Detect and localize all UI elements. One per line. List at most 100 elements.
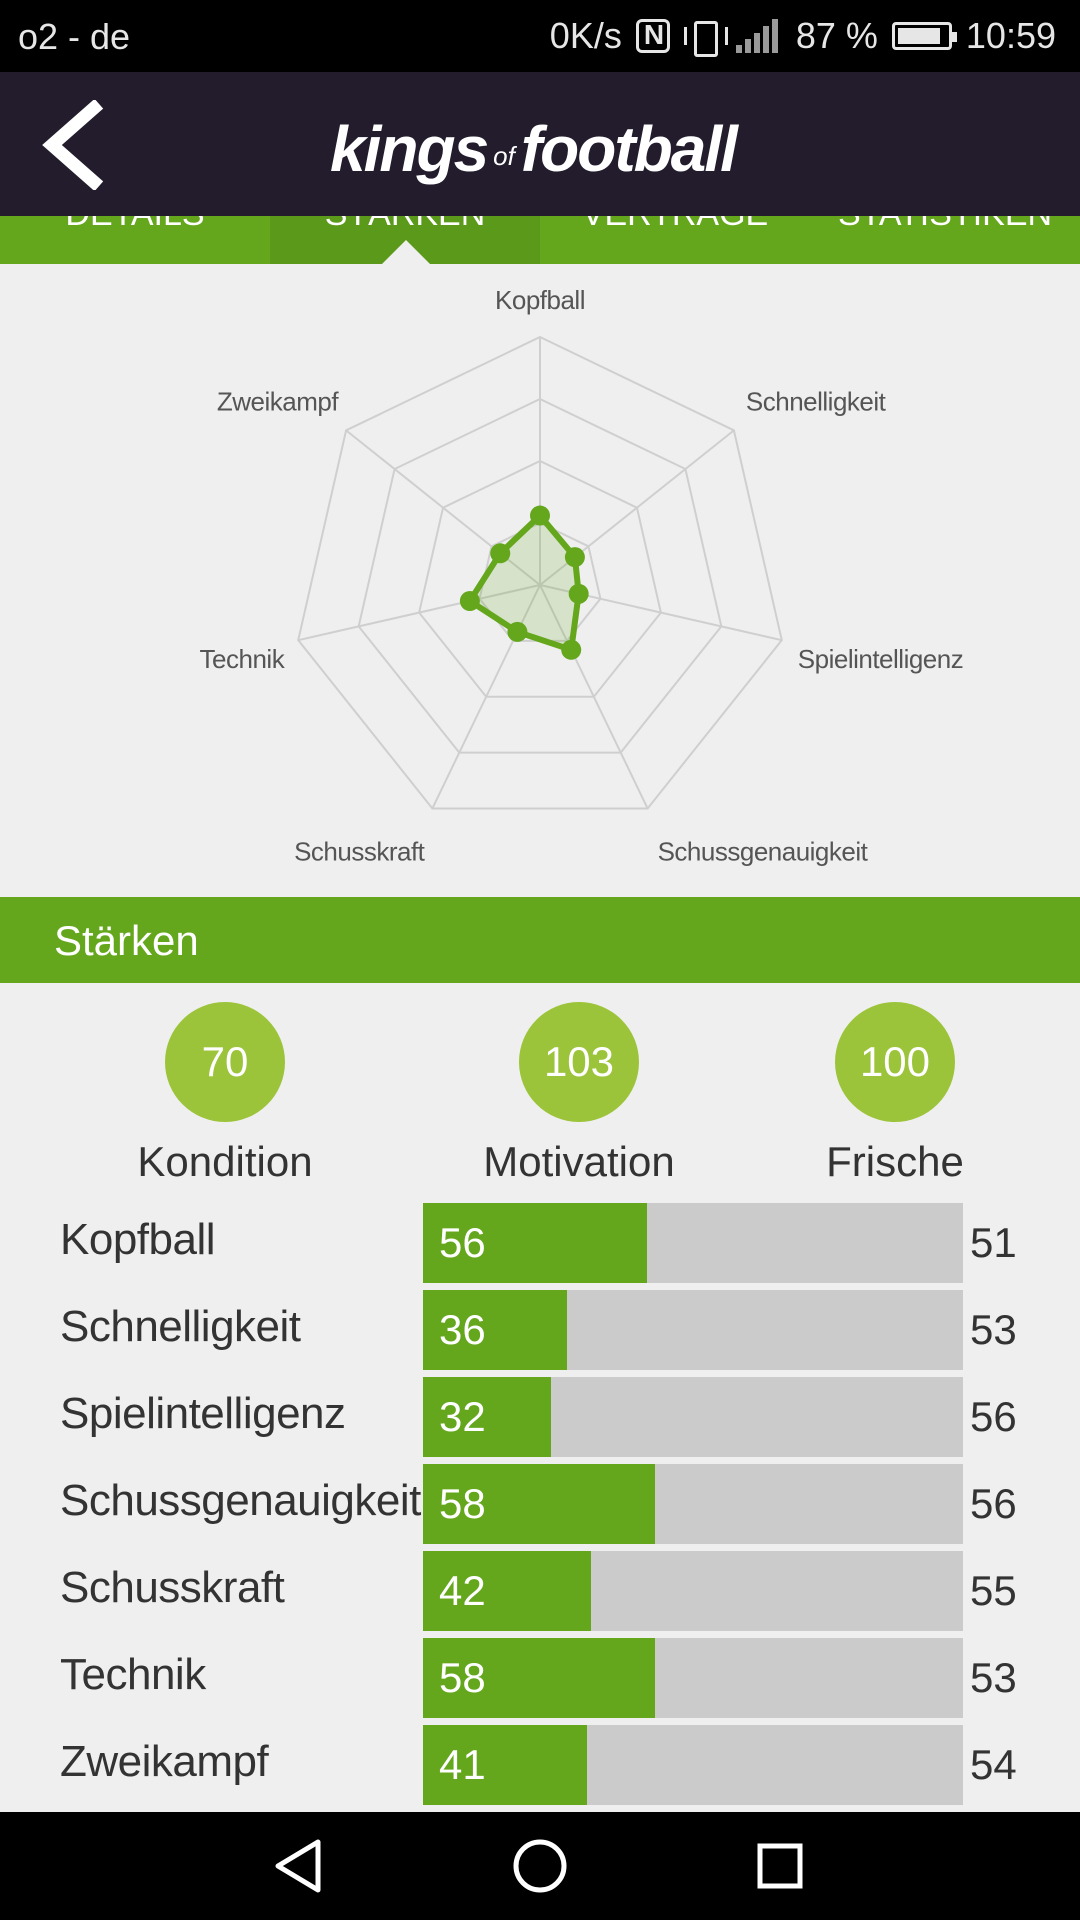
- signal-icon: [735, 19, 782, 53]
- tab-details[interactable]: DETAILS: [0, 216, 270, 264]
- active-tab-indicator: [382, 240, 430, 264]
- radar-axis-label-zweikampf: Zweikampf: [217, 386, 339, 416]
- radar-point-technik: [459, 591, 480, 612]
- section-title: Stärken: [54, 917, 199, 964]
- attribute-value: 36: [439, 1306, 486, 1353]
- attribute-bar-track: 36: [423, 1290, 963, 1370]
- radar-point-spielintelligenz: [568, 583, 589, 604]
- radar-spoke: [431, 584, 541, 809]
- nfc-icon: [635, 19, 670, 53]
- status-bar: o2 - de 0K/s 87 % 10:59: [0, 0, 1080, 72]
- nav-recents-button[interactable]: [748, 1834, 812, 1898]
- app-header: kings offootball: [0, 72, 1080, 216]
- attribute-compare-value: 54: [970, 1741, 1017, 1788]
- attribute-bar-track: 32: [423, 1377, 963, 1457]
- stat-frische-label: Frische: [826, 1138, 964, 1185]
- back-arrow-icon: [42, 98, 104, 192]
- attribute-bar-track: 41: [423, 1725, 963, 1805]
- attribute-row-schussgenauigkeit: Schussgenauigkeit 58 56: [0, 1464, 1080, 1544]
- attribute-bar-fill: [423, 1638, 655, 1718]
- attribute-compare-value: 51: [970, 1219, 1017, 1266]
- radar-grid-ring: [418, 459, 662, 698]
- attribute-row-spielintelligenz: Spielintelligenz 32 56: [0, 1377, 1080, 1457]
- radar-axis-label-schusskraft: Schusskraft: [294, 836, 426, 866]
- attribute-bar-fill: [423, 1725, 587, 1805]
- carrier-name: o2 - de: [18, 16, 131, 57]
- logo-text-of: of: [493, 141, 515, 171]
- logo-text-kings: kings: [330, 113, 489, 185]
- tab-vertraege[interactable]: VERTRÄGE: [540, 216, 810, 264]
- stat-kondition-label: Kondition: [137, 1138, 313, 1185]
- stat-motivation: 103 Motivation: [429, 1002, 729, 1192]
- stat-frische: 100 Frische: [745, 1002, 1045, 1192]
- radar-axis-label-schussgenauigkeit: Schussgenauigkeit: [658, 836, 869, 866]
- radar-axis-label-technik: Technik: [200, 644, 286, 674]
- square-recents-icon: [757, 1843, 803, 1889]
- radar-chart-svg: Kopfball Schnelligkeit Spielintelligenz Sch…: [200, 285, 964, 866]
- radar-point-schussgenauigkeit: [561, 639, 582, 660]
- battery-percent: 87 %: [795, 15, 878, 56]
- attribute-bar-fill: [423, 1464, 655, 1544]
- stat-motivation-label: Motivation: [483, 1138, 675, 1185]
- tab-bar: DETAILS STÄRKEN VERTRÄGE STATISTIKEN: [0, 216, 1080, 264]
- stat-kondition: 70 Kondition: [75, 1002, 375, 1192]
- attribute-compare-value: 56: [970, 1393, 1017, 1440]
- tab-details-label: DETAILS: [0, 216, 270, 234]
- tab-statistiken[interactable]: STATISTIKEN: [810, 216, 1080, 264]
- status-icons: 0K/s 87 % 10:59: [550, 14, 1056, 58]
- tab-staerken-label: STÄRKEN: [270, 216, 540, 234]
- attribute-compare-value: 55: [970, 1567, 1017, 1614]
- attribute-bar-fill: [423, 1551, 591, 1631]
- attribute-row-zweikampf: Zweikampf 41 54: [0, 1725, 1080, 1805]
- attribute-bar-track: 58: [423, 1638, 963, 1718]
- circle-home-icon: [513, 1839, 567, 1893]
- radar-chart: Kopfball Schnelligkeit Spielintelligenz Sch…: [0, 264, 1080, 894]
- nav-back-button[interactable]: [268, 1834, 332, 1898]
- attribute-value: 58: [439, 1480, 486, 1527]
- attribute-value: 42: [439, 1567, 486, 1614]
- attribute-name: Spielintelligenz: [60, 1389, 346, 1438]
- back-button[interactable]: [38, 98, 108, 192]
- attribute-bar-fill: [423, 1290, 567, 1370]
- attribute-name: Schusskraft: [60, 1563, 285, 1612]
- attribute-value: 56: [439, 1219, 486, 1266]
- radar-grid-ring: [297, 335, 783, 810]
- section-header: Stärken: [0, 897, 1080, 983]
- tab-vertraege-label: VERTRÄGE: [540, 216, 810, 234]
- radar-spoke: [297, 584, 541, 642]
- stat-frische-value: 100: [835, 1002, 955, 1122]
- logo: kings offootball: [330, 112, 738, 186]
- vibrate-icon: [683, 19, 728, 57]
- radar-point-kopfball: [530, 505, 550, 526]
- radar-point-schnelligkeit: [564, 547, 585, 568]
- stat-kondition-value: 70: [165, 1002, 285, 1122]
- tab-statistiken-label: STATISTIKEN: [810, 216, 1080, 234]
- radar-point-schusskraft: [507, 621, 528, 642]
- network-speed: 0K/s: [549, 15, 622, 56]
- attribute-value: 58: [439, 1654, 486, 1701]
- attribute-name: Kopfball: [60, 1215, 216, 1264]
- attribute-row-technik: Technik 58 53: [0, 1638, 1080, 1718]
- attribute-name: Technik: [60, 1650, 206, 1699]
- attribute-compare-value: 53: [970, 1654, 1017, 1701]
- radar-axis-label-spielintelligenz: Spielintelligenz: [798, 644, 963, 674]
- nav-home-button[interactable]: [508, 1834, 572, 1898]
- attribute-bar-track: 42: [423, 1551, 963, 1631]
- system-nav-bar: [0, 1812, 1080, 1920]
- radar-grid-ring: [357, 397, 723, 754]
- attribute-bar-fill: [423, 1203, 647, 1283]
- attribute-compare-value: 56: [970, 1480, 1017, 1527]
- radar-spoke: [539, 584, 649, 809]
- radar-axis-label-schnelligkeit: Schnelligkeit: [746, 386, 887, 416]
- clock: 10:59: [965, 15, 1056, 56]
- triangle-back-icon: [275, 1839, 321, 1893]
- attribute-bar-track: 58: [423, 1464, 963, 1544]
- attribute-bar-track: 56: [423, 1203, 963, 1283]
- attribute-value: 41: [439, 1741, 486, 1788]
- attribute-row-schusskraft: Schusskraft 42 55: [0, 1551, 1080, 1631]
- logo-text-football: football: [520, 113, 738, 185]
- attribute-name: Zweikampf: [60, 1737, 269, 1786]
- attribute-name: Schnelligkeit: [60, 1302, 301, 1351]
- attribute-row-kopfball: Kopfball 56 51: [0, 1203, 1080, 1283]
